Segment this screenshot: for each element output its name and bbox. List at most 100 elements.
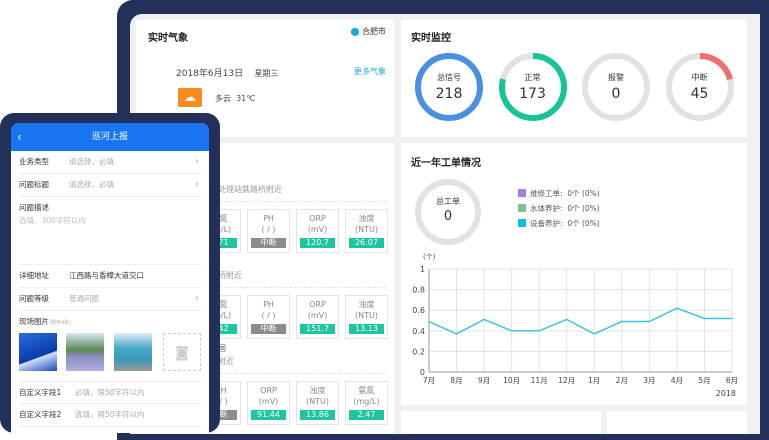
field-placeholder: 选填，300字符以内 bbox=[19, 216, 86, 225]
field-label: 问题描述 bbox=[19, 203, 49, 212]
x-tick-label: 8月 bbox=[450, 376, 462, 385]
data-point bbox=[676, 307, 678, 309]
location-pin-icon: ⬤ bbox=[350, 27, 360, 36]
sensor-tile[interactable]: ORP (mV) 120.7 bbox=[296, 209, 339, 253]
legend-swatch bbox=[518, 204, 526, 212]
chevron-right-icon: › bbox=[195, 156, 199, 167]
donut-label: 中断 bbox=[691, 73, 708, 82]
data-point bbox=[621, 320, 623, 323]
orders-title: 近一年工单情况 bbox=[411, 158, 481, 169]
photo-thumbnail[interactable] bbox=[114, 333, 152, 371]
camera-icon: ◙ bbox=[175, 345, 189, 361]
sensor-tile[interactable]: PH ( / ) 中断 bbox=[247, 295, 290, 339]
phone-title: 巡河上报 bbox=[91, 132, 128, 142]
sensor-tile[interactable]: ORP (mV) 91.44 bbox=[247, 381, 290, 425]
weather-weekday: 星期三 bbox=[254, 69, 279, 78]
y-axis-unit: (个) bbox=[423, 253, 436, 261]
bottom-left-card bbox=[401, 411, 601, 434]
y-tick-label: 0.6 bbox=[412, 306, 425, 315]
sensor-name: 浊度 bbox=[358, 214, 375, 223]
monitor-donut: 总信号 218 bbox=[414, 52, 484, 122]
legend-item: 设备养护: 0个 (0%) bbox=[518, 218, 600, 229]
data-point bbox=[428, 320, 430, 323]
sensor-name: ORP bbox=[260, 386, 277, 395]
issue-title-field[interactable]: 问题标题 请选择，必填 › bbox=[19, 174, 201, 197]
x-tick-label: 11月 bbox=[531, 376, 548, 385]
sensor-unit: (mV) bbox=[307, 225, 328, 234]
data-point bbox=[510, 330, 513, 332]
legend-swatch bbox=[518, 219, 526, 227]
business-type-field[interactable]: 业务类型 请选择，必填 › bbox=[19, 151, 201, 174]
issue-description-field[interactable]: 问题描述选填，300字符以内 bbox=[19, 197, 201, 265]
station-name: …桥附近 bbox=[210, 270, 386, 288]
x-tick-label: 9月 bbox=[478, 376, 490, 385]
orders-card: 近一年工单情况 总工单 0 bbox=[401, 143, 747, 405]
station-name: …附近 bbox=[210, 356, 386, 374]
photo-thumbnail[interactable] bbox=[19, 333, 57, 371]
sensor-tile[interactable]: ORP (mV) 151.7 bbox=[296, 295, 339, 339]
station-name: …处理站鉄路桥附近 bbox=[210, 184, 386, 202]
donut-ring bbox=[498, 53, 567, 121]
legend-value: 0个 (0%) bbox=[567, 204, 600, 213]
photos-label: 现场图片 bbox=[19, 317, 49, 326]
y-tick-label: 0.2 bbox=[412, 347, 425, 356]
chevron-right-icon: › bbox=[195, 293, 199, 304]
data-point bbox=[538, 330, 540, 332]
data-point bbox=[703, 317, 706, 320]
sensor-value: 91.44 bbox=[251, 410, 286, 420]
series-line bbox=[428, 307, 732, 335]
custom-field-1[interactable]: 自定义字段1 必填，限50字符以内 bbox=[19, 381, 201, 404]
city-selector[interactable]: ⬤ 合肥市 bbox=[351, 26, 387, 37]
x-tick-label: 10月 bbox=[503, 376, 520, 385]
x-tick-label: 12月 bbox=[558, 376, 575, 385]
issue-level-field[interactable]: 问题等级 普通问题 › bbox=[19, 288, 201, 311]
x-tick-label: 3月 bbox=[643, 376, 655, 385]
chevron-left-icon[interactable]: ‹ bbox=[17, 130, 22, 144]
legend-value: 0个 (0%) bbox=[567, 219, 600, 228]
data-point bbox=[593, 333, 596, 335]
legend-item: 水体养护: 0个 (0%) bbox=[518, 203, 600, 214]
address-field[interactable]: 详细地址 江西路与香樟大道交口 bbox=[19, 265, 201, 288]
donut-ring bbox=[665, 53, 734, 121]
field-label: 自定义字段1 bbox=[19, 388, 62, 397]
weather-title: 实时气象 bbox=[148, 33, 188, 44]
sensor-value: 中断 bbox=[251, 324, 286, 334]
monitor-title: 实时监控 bbox=[411, 33, 451, 44]
sensor-tile[interactable]: 氨氮 (mg/L) 2.47 bbox=[345, 381, 388, 425]
donut-value: 45 bbox=[690, 86, 709, 102]
sensor-tile[interactable]: 浊度 (NTU) 13.86 bbox=[296, 381, 339, 425]
sensor-tile[interactable]: 浊度 (NTU) 13.13 bbox=[345, 295, 388, 339]
weather-temp: 31℃ bbox=[236, 94, 256, 103]
chevron-right-icon: › bbox=[195, 179, 199, 190]
sensor-unit: (mV) bbox=[258, 397, 279, 406]
bottom-right-card bbox=[607, 411, 747, 434]
phone-frame: ‹ 巡河上报 业务类型 请选择，必填 › 问题标题 请选择，必填 › 问题描述 选填，30… bbox=[0, 113, 220, 433]
monitor-donut: 报警 0 bbox=[581, 52, 651, 122]
field-label: 问题等级 bbox=[19, 294, 49, 303]
sensor-tile[interactable]: PH ( / ) 中断 bbox=[247, 209, 290, 253]
legend-value: 0个 (0%) bbox=[567, 189, 600, 198]
data-point bbox=[731, 317, 733, 320]
monitor-card: 实时监控 总信号 218 正常 173 报警 0 中断 45 bbox=[401, 20, 747, 137]
legend-item: 维修工单: 0个 (0%) bbox=[518, 188, 600, 199]
donut-ring bbox=[415, 53, 483, 121]
sensor-name: 浊度 bbox=[358, 300, 375, 309]
sensor-name: PH bbox=[263, 300, 274, 309]
custom-field-2[interactable]: 自定义字段2 选填，限50字符以内 bbox=[19, 404, 201, 427]
data-point bbox=[483, 318, 485, 321]
more-weather-link[interactable]: 更多气象 bbox=[354, 67, 386, 76]
weather-condition: 多云 bbox=[215, 94, 231, 103]
x-axis-year: 2018 bbox=[716, 389, 736, 398]
sensor-tile[interactable]: 浊度 (NTU) 26.07 bbox=[345, 209, 388, 253]
data-point bbox=[455, 333, 458, 335]
add-photo-button[interactable]: ◙ bbox=[163, 333, 201, 371]
field-label: 详细地址 bbox=[19, 271, 49, 280]
x-tick-label: 4月 bbox=[671, 376, 683, 385]
photo-thumbnail[interactable] bbox=[66, 333, 104, 371]
sensor-unit: (mV) bbox=[307, 311, 328, 320]
total-orders-value: 0 bbox=[443, 209, 453, 224]
donut-label: 报警 bbox=[608, 73, 624, 82]
field-placeholder: 必填，限50字符以内 bbox=[75, 388, 145, 397]
field-placeholder: 请选择，必填 bbox=[69, 180, 114, 189]
sensor-unit: (NTU) bbox=[355, 225, 378, 234]
